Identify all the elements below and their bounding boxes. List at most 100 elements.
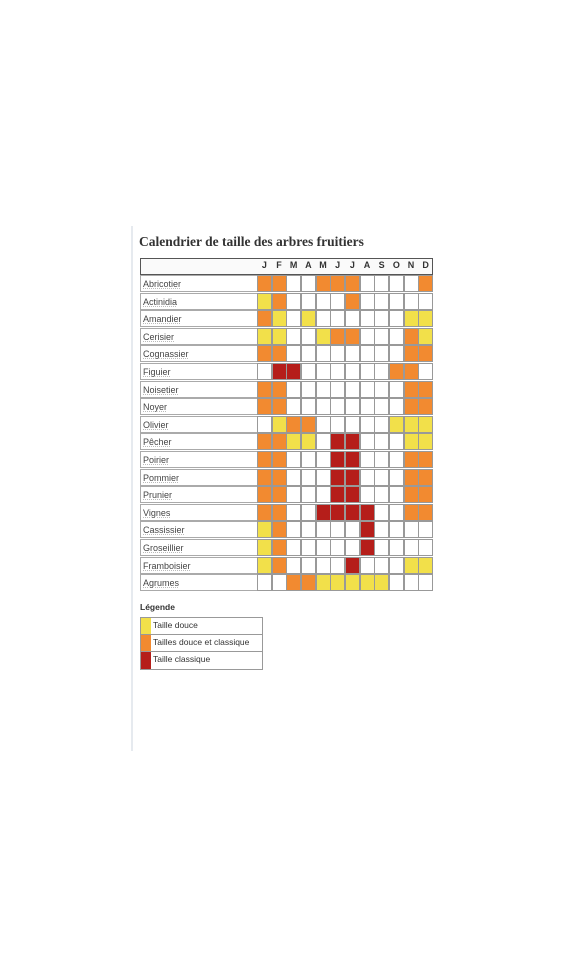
month-cell [345, 345, 361, 363]
month-header: F [276, 260, 282, 270]
tree-name-link[interactable]: Pêcher [140, 433, 257, 451]
month-cell [330, 327, 346, 345]
month-cell [301, 380, 317, 398]
month-cell [374, 451, 390, 468]
month-cell [257, 327, 273, 345]
month-cell [257, 556, 273, 574]
month-cell [418, 380, 434, 398]
tree-name-link[interactable]: Figuier [140, 363, 257, 380]
tree-name-link[interactable]: Amandier [140, 310, 257, 328]
tree-name-link[interactable]: Prunier [140, 486, 257, 504]
table-row: Pêcher [140, 433, 434, 451]
month-cell [257, 275, 273, 292]
month-cell [271, 468, 287, 486]
month-cell [359, 310, 375, 328]
month-cell [315, 398, 331, 416]
month-cell [315, 310, 331, 328]
month-cell [403, 345, 419, 363]
table-row: Cassissier [140, 521, 434, 539]
month-cell [271, 556, 287, 574]
month-cell [345, 415, 361, 433]
month-cell [301, 363, 317, 380]
tree-name-link[interactable]: Cerisier [140, 327, 257, 345]
month-cell [271, 451, 287, 468]
month-cell [345, 292, 361, 310]
month-cell [389, 275, 405, 292]
month-cell [345, 275, 361, 292]
month-cell [403, 292, 419, 310]
month-cell [374, 503, 390, 521]
month-cell [345, 574, 361, 592]
month-cell [286, 486, 302, 504]
month-cell [315, 327, 331, 345]
tree-name-link[interactable]: Poirier [140, 451, 257, 468]
month-cell [418, 521, 434, 539]
month-cell [330, 275, 346, 292]
tree-name-link[interactable]: Noyer [140, 398, 257, 416]
month-cell [359, 275, 375, 292]
table-row: Agrumes [140, 574, 434, 592]
month-cell [359, 433, 375, 451]
month-cell [374, 468, 390, 486]
tree-name-link[interactable]: Actinidia [140, 292, 257, 310]
month-cell [301, 292, 317, 310]
month-cell [330, 345, 346, 363]
month-cell [418, 415, 434, 433]
month-cell [330, 539, 346, 556]
side-panel-border [131, 226, 133, 751]
month-cell [389, 468, 405, 486]
tree-name-link[interactable]: Vignes [140, 503, 257, 521]
month-cell [315, 415, 331, 433]
legend-item: Tailles douce et classique [140, 634, 263, 652]
month-cell [403, 503, 419, 521]
month-cell [286, 415, 302, 433]
month-cell [257, 363, 273, 380]
month-cell [286, 310, 302, 328]
tree-name-link[interactable]: Agrumes [140, 574, 257, 592]
page-title: Calendrier de taille des arbres fruitier… [139, 234, 364, 249]
tree-name-link[interactable]: Noisetier [140, 380, 257, 398]
table-row: Amandier [140, 310, 434, 328]
month-cell [315, 521, 331, 539]
month-cell [418, 398, 434, 416]
tree-name-link[interactable]: Abricotier [140, 275, 257, 292]
month-cell [418, 363, 434, 380]
tree-name-link[interactable]: Pommier [140, 468, 257, 486]
month-cell [403, 521, 419, 539]
tree-name-link[interactable]: Groseillier [140, 539, 257, 556]
month-cell [418, 574, 434, 592]
month-cell [403, 380, 419, 398]
month-cell [301, 574, 317, 592]
legend-title: Légende [140, 602, 175, 612]
month-cell [301, 539, 317, 556]
month-cell [345, 433, 361, 451]
month-cell [359, 292, 375, 310]
month-cell [345, 398, 361, 416]
table-row: Groseillier [140, 539, 434, 556]
legend-swatch [141, 652, 151, 669]
tree-name-link[interactable]: Cognassier [140, 345, 257, 363]
month-cell [403, 539, 419, 556]
month-cell [403, 451, 419, 468]
month-cell [301, 468, 317, 486]
tree-name-link[interactable]: Olivier [140, 415, 257, 433]
month-cell [418, 468, 434, 486]
month-cell [301, 415, 317, 433]
tree-name-link[interactable]: Framboisier [140, 556, 257, 574]
month-cell [271, 574, 287, 592]
month-cell [374, 292, 390, 310]
month-cell [345, 539, 361, 556]
tree-name-link[interactable]: Cassissier [140, 521, 257, 539]
month-cell [315, 486, 331, 504]
table-row: Prunier [140, 486, 434, 504]
month-cell [315, 380, 331, 398]
table-row: Vignes [140, 503, 434, 521]
month-cell [389, 415, 405, 433]
month-cell [271, 486, 287, 504]
month-cell [257, 451, 273, 468]
table-row: Abricotier [140, 275, 434, 292]
month-cell [374, 415, 390, 433]
month-cell [389, 486, 405, 504]
